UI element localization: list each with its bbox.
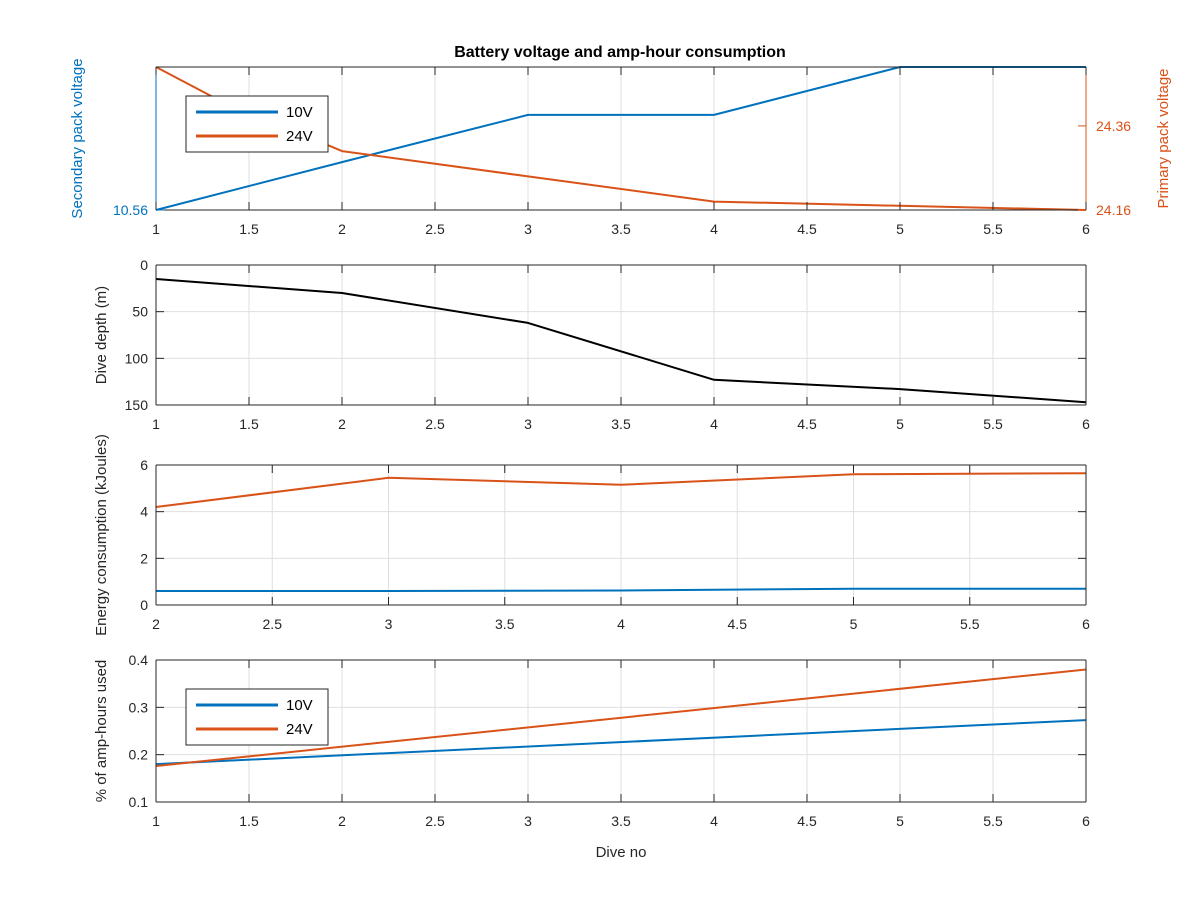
x-tick-label: 4 <box>617 616 625 632</box>
legend-box <box>185 95 329 153</box>
series-line-10v <box>155 719 1087 766</box>
x-tick-label: 3.5 <box>611 221 631 237</box>
x-tick-label: 3 <box>524 813 532 829</box>
x-tick-label: 5 <box>896 813 904 829</box>
legend-label-24v: 24V <box>286 128 313 145</box>
x-tick-label: 1.5 <box>239 221 259 237</box>
figure-title: Battery voltage and amp-hour consumption <box>454 44 786 61</box>
x-tick-label: 2.5 <box>425 416 445 432</box>
y-tick-label: 4 <box>140 504 148 520</box>
y-axis-label: Dive depth (m) <box>93 286 110 384</box>
series-line-24v <box>155 668 1087 767</box>
x-tick-label: 6 <box>1082 221 1090 237</box>
x-tick-label: 5.5 <box>983 813 1003 829</box>
y-tick-label: 0 <box>140 597 148 613</box>
x-tick-label: 3.5 <box>495 616 515 632</box>
x-tick-label: 4 <box>710 221 718 237</box>
x-tick-label: 2 <box>338 416 346 432</box>
x-tick-label: 5 <box>896 416 904 432</box>
y-tick-label: 6 <box>140 457 148 473</box>
y-tick-label: 0.2 <box>129 747 149 763</box>
legend-label-10v: 10V <box>286 697 313 714</box>
x-tick-label: 3.5 <box>611 416 631 432</box>
x-tick-label: 5.5 <box>983 416 1003 432</box>
series-line-2 <box>155 472 1087 508</box>
y-right-axis-label: Primary pack voltage <box>1155 68 1172 208</box>
y-tick-label: 150 <box>125 397 149 413</box>
x-tick-label: 1 <box>152 221 160 237</box>
x-tick-label: 3.5 <box>611 813 631 829</box>
chart-panel-1: 1 1.5 2 2.5 3 3.5 4 4.5 5 5.5 6 10.56 24.16 24.36 Seco… <box>69 58 1172 237</box>
y-axis-label: Energy consumption (kJoules) <box>93 434 110 636</box>
x-axis-label: Dive no <box>596 844 647 861</box>
legend-label-10v: 10V <box>286 104 313 121</box>
x-tick-label: 6 <box>1082 616 1090 632</box>
x-tick-label: 1.5 <box>239 416 259 432</box>
series-line-1 <box>155 278 1087 404</box>
chart-panels: 1 1.5 2 2.5 3 3.5 4 4.5 5 5.5 6 10.56 24.16 24.36 Seco… <box>69 58 1172 861</box>
x-tick-label: 1 <box>152 813 160 829</box>
y-tick-label: 2 <box>140 550 148 566</box>
x-tick-label: 4.5 <box>797 416 817 432</box>
x-tick-label: 4 <box>710 416 718 432</box>
x-tick-label: 2 <box>152 616 160 632</box>
x-tick-label: 4 <box>710 813 718 829</box>
chart-panel-2: 1 1.5 2 2.5 3 3.5 4 4.5 5 5.5 6 0 50 100 150 Dive depth… <box>93 257 1090 432</box>
x-tick-label: 2.5 <box>425 221 445 237</box>
y-tick-label: 50 <box>132 304 148 320</box>
y-right-tick-label: 24.36 <box>1096 118 1131 134</box>
y-right-tick-label: 24.16 <box>1096 202 1131 218</box>
series-line-1 <box>156 587 1086 592</box>
y-axis-label: % of amp-hours used <box>93 660 110 803</box>
y-tick-label: 0.4 <box>129 652 149 668</box>
x-tick-label: 1.5 <box>239 813 259 829</box>
legend-box <box>185 688 329 746</box>
x-tick-label: 3 <box>524 221 532 237</box>
x-tick-label: 6 <box>1082 813 1090 829</box>
x-tick-label: 4.5 <box>797 813 817 829</box>
x-tick-label: 3 <box>385 616 393 632</box>
y-tick-label: 0 <box>140 257 148 273</box>
x-tick-label: 3 <box>524 416 532 432</box>
y-tick-label: 0.3 <box>129 699 149 715</box>
y-tick-label: 10.56 <box>113 202 148 218</box>
y-tick-label: 100 <box>125 350 149 366</box>
x-tick-label: 2 <box>338 221 346 237</box>
y-axis-label: Secondary pack voltage <box>69 58 86 218</box>
x-tick-label: 2.5 <box>425 813 445 829</box>
x-tick-label: 2 <box>338 813 346 829</box>
x-tick-label: 2.5 <box>263 616 283 632</box>
x-tick-label: 6 <box>1082 416 1090 432</box>
x-tick-label: 5 <box>850 616 858 632</box>
x-tick-label: 4.5 <box>728 616 748 632</box>
x-tick-label: 5 <box>896 221 904 237</box>
y-tick-label: 0.1 <box>129 794 149 810</box>
x-tick-label: 5.5 <box>983 221 1003 237</box>
x-tick-label: 1 <box>152 416 160 432</box>
x-tick-label: 5.5 <box>960 616 980 632</box>
chart-panel-4: 1 1.5 2 2.5 3 3.5 4 4.5 5 5.5 6 0.1 0.2 0.3 0.4 % of am… <box>93 652 1090 861</box>
x-tick-label: 4.5 <box>797 221 817 237</box>
legend-label-24v: 24V <box>286 721 313 738</box>
